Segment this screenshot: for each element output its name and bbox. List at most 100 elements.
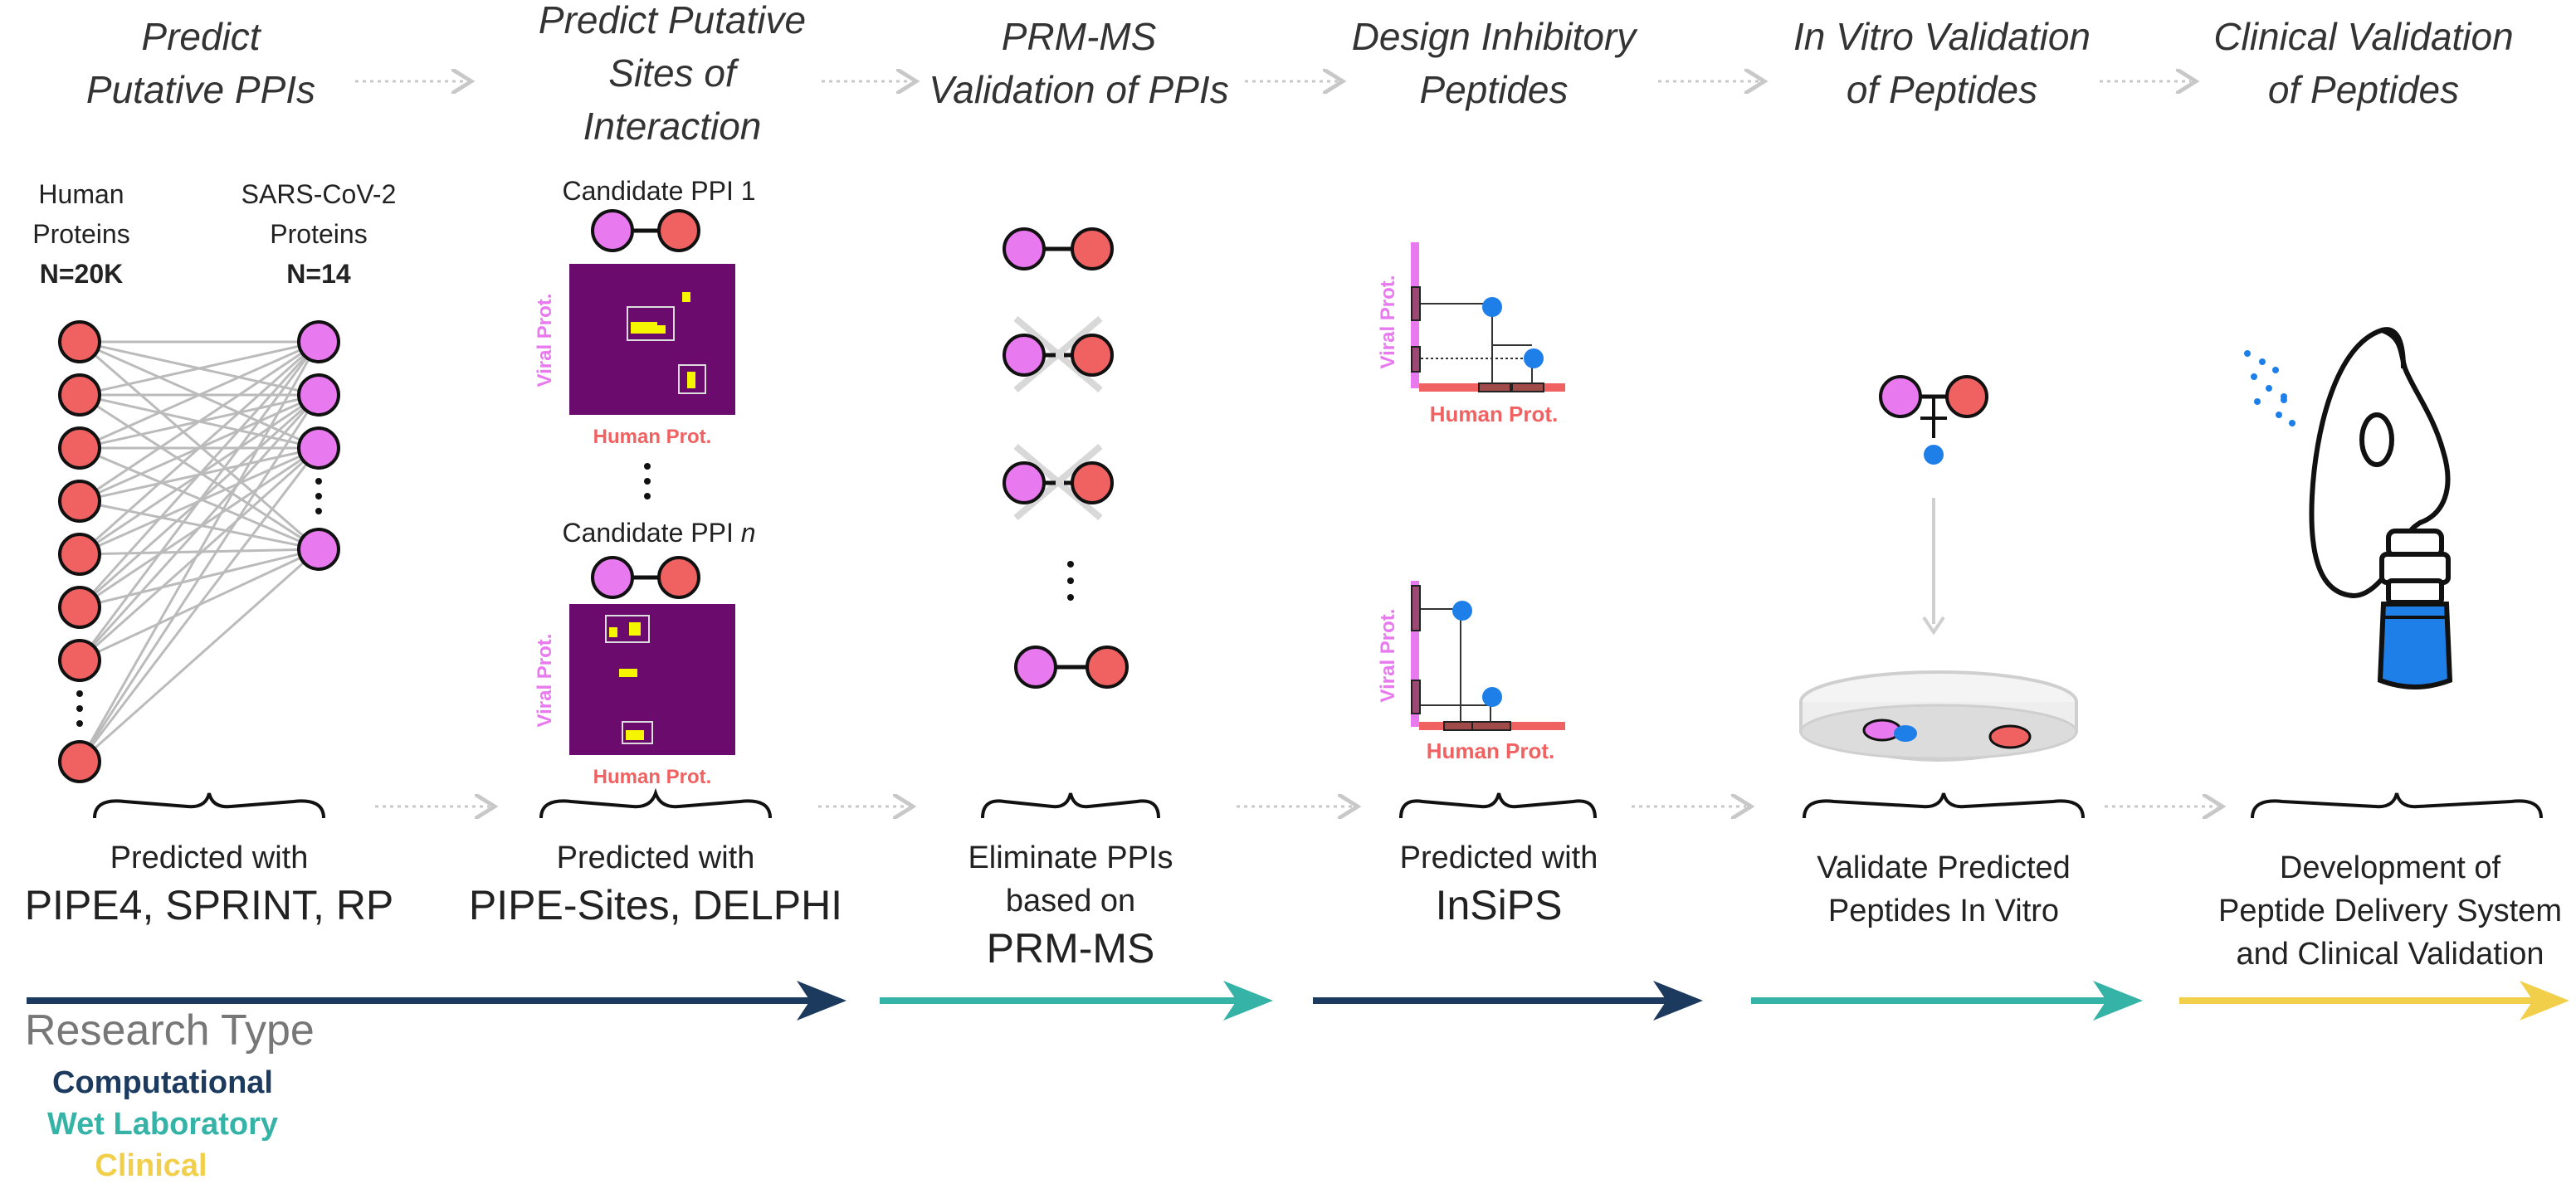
viral-node [591, 556, 634, 599]
human-protein-node [58, 373, 101, 417]
network-edge [79, 393, 320, 551]
stage-6-caption: Development of Peptide Delivery System a… [2218, 850, 2562, 972]
peptide-dot [1482, 297, 1502, 317]
network-edge [79, 499, 320, 551]
human-protein-node [58, 426, 101, 470]
ellipsis-dot [76, 705, 83, 712]
network-edge [79, 340, 320, 397]
eliminated-pair-2 [1003, 443, 1114, 521]
candidate-ppi-n-pair [591, 556, 700, 599]
research-type-arrows [27, 981, 2569, 1021]
network-edge [79, 340, 320, 556]
stage-3-caption: Eliminate PPIs based on PRM-MS [968, 840, 1173, 972]
peptide-dot [1452, 601, 1472, 621]
human-proteins-count: N=20K [39, 259, 124, 289]
network-edge [78, 340, 320, 609]
viral-proteins-label: SARS-CoV-2 Proteins [241, 179, 397, 249]
candidate-ppi-1-label: Candidate PPI 1 [562, 176, 756, 206]
interaction-matrix-1: Viral Prot. Human Prot. [534, 264, 735, 448]
brace-3 [981, 792, 1160, 819]
ellipsis-pairs [1067, 561, 1074, 601]
brace-4 [1399, 792, 1597, 819]
viral-protein-node [297, 320, 340, 363]
human-protein-node [58, 639, 101, 682]
network-edge [79, 340, 320, 450]
stage-1-caption: Predicted with PIPE4, SPRINT, RP [24, 840, 394, 928]
network-edge [79, 446, 320, 551]
stage-2-caption: Predicted with PIPE-Sites, DELPHI [468, 840, 843, 928]
viral-node [591, 209, 634, 252]
viral-protein-node [297, 426, 340, 470]
brace-2 [539, 787, 772, 819]
stage-3-title: PRM-MS Validation of PPIs [929, 15, 1229, 111]
in-vitro-down-arrow [1922, 498, 1945, 636]
stage-1-title: Predict Putative PPIs [85, 15, 316, 111]
network-edge [79, 340, 320, 551]
viral-protein-node [297, 528, 340, 571]
validated-pair-n [1014, 646, 1129, 689]
validated-pair-1 [1003, 227, 1114, 270]
interaction-matrix-n: Viral Prot. Human Prot. [534, 604, 735, 788]
candidate-ppi-n-label: Candidate PPI n [562, 518, 756, 548]
human-protein-node [58, 320, 101, 363]
stage-2-title: Predict Putative Sites of Interaction [538, 0, 807, 148]
ellipsis-dot [315, 493, 322, 499]
network-edge [78, 394, 320, 763]
inhaler-mask-icon [2309, 327, 2453, 689]
braces [93, 787, 2543, 819]
peptide-plot-2: Viral Prot. Human Prot. [1377, 581, 1565, 763]
peptide-dot [1482, 687, 1502, 707]
in-vitro-peptide-complex [1879, 375, 1988, 465]
human-protein-node [58, 586, 101, 629]
ellipsis-dot [76, 720, 83, 727]
human-protein-node [58, 740, 101, 783]
peptide-plot-2-y-label: Viral Prot. [1377, 609, 1399, 703]
stage-5-caption: Validate Predicted Peptides In Vitro [1817, 850, 2071, 928]
ellipsis-dot [315, 478, 322, 485]
candidate-ppi-1-pair [591, 209, 700, 252]
legend-clinical: Clinical [95, 1148, 207, 1183]
eliminated-pair-1 [1003, 315, 1114, 393]
brace-1 [93, 792, 325, 819]
stage-6-title: Clinical Validation of Peptides [2213, 15, 2514, 111]
brace-5 [1803, 792, 2085, 819]
network-edge [79, 548, 320, 763]
viral-protein-node [297, 373, 340, 417]
peptide-spray-dots [2244, 350, 2295, 426]
human-protein-node [58, 533, 101, 576]
network-edge [79, 340, 320, 503]
peptide-dot [1524, 348, 1544, 368]
matrix-1-x-label: Human Prot. [593, 426, 712, 448]
legend-computational: Computational [52, 1065, 273, 1100]
network-edge [78, 341, 320, 763]
human-protein-node [58, 480, 101, 523]
network-edges [78, 340, 320, 763]
matrix-n-y-label: Viral Prot. [534, 634, 556, 728]
brace-6 [2251, 792, 2543, 819]
human-proteins-label: Human Proteins [32, 179, 130, 249]
petri-dish [1799, 670, 2078, 762]
network-edge [78, 393, 320, 662]
stage-4-title: Design Inhibitory Peptides [1351, 15, 1637, 111]
matrix-n-x-label: Human Prot. [593, 766, 712, 788]
peptide-plot-1-x-label: Human Prot. [1430, 402, 1559, 426]
stage-5-title: In Vitro Validation of Peptides [1793, 15, 2091, 111]
ppi-network [58, 320, 340, 783]
peptide-plot-1: Viral Prot. Human Prot. [1377, 242, 1565, 426]
human-node [657, 209, 700, 252]
stage-4-caption: Predicted with InSiPS [1399, 840, 1598, 928]
ellipsis-dot [315, 508, 322, 514]
prm-ms-pairs [1003, 227, 1129, 689]
peptide-plot-2-x-label: Human Prot. [1427, 738, 1555, 763]
ellipsis-dot [76, 690, 83, 697]
human-node [657, 556, 700, 599]
legend-wet-laboratory: Wet Laboratory [46, 1107, 279, 1142]
peptide-plot-1-y-label: Viral Prot. [1377, 275, 1399, 369]
viral-proteins-count: N=14 [286, 259, 351, 289]
legend-heading: Research Type [25, 1006, 315, 1055]
network-edge [78, 341, 320, 661]
matrix-1-y-label: Viral Prot. [534, 294, 556, 387]
network-edge [78, 447, 320, 763]
